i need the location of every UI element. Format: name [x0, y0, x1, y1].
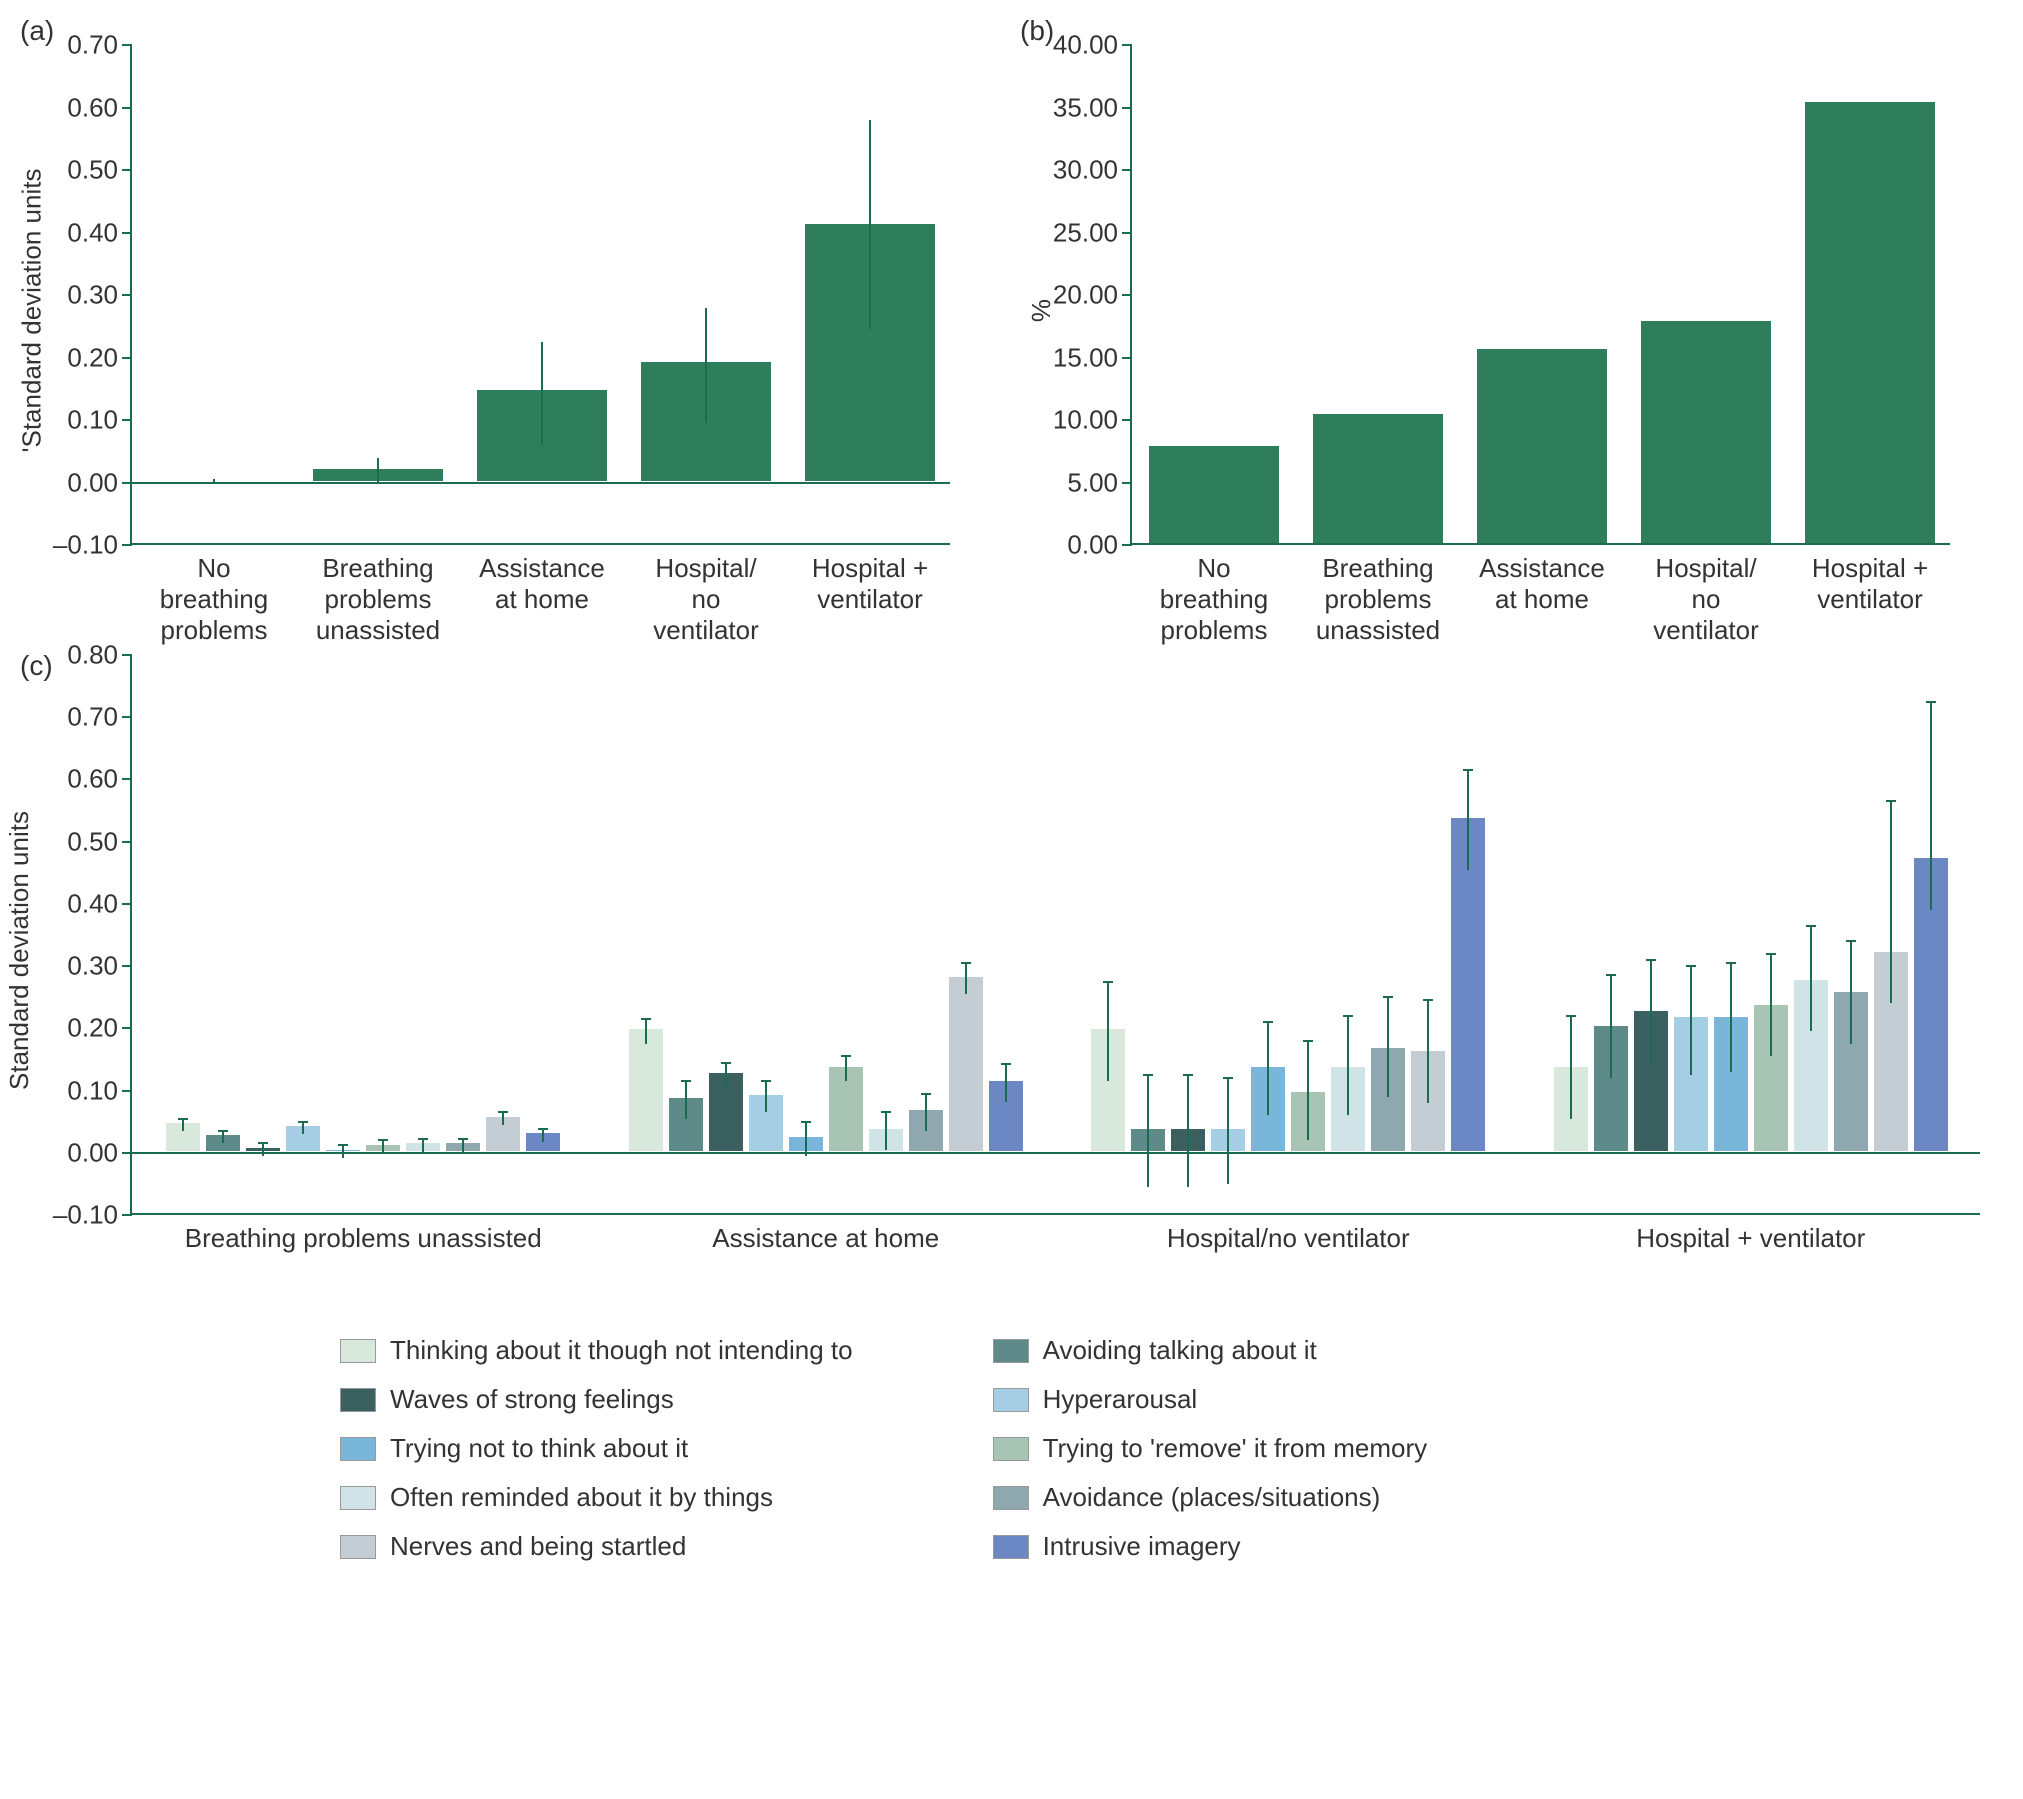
y-tick-label: 5.00: [1067, 467, 1132, 498]
legend-swatch: [993, 1486, 1029, 1510]
legend-item: Waves of strong feelings: [340, 1384, 853, 1415]
legend-swatch: [340, 1437, 376, 1461]
panel-b-plot: 0.005.0010.0015.0020.0025.0030.0035.0040…: [1130, 45, 1950, 545]
y-tick-label: 0.30: [67, 951, 132, 982]
bar: [1805, 102, 1935, 543]
bar: [1477, 349, 1607, 543]
x-tick-label: Hospital/noventilator: [1619, 543, 1793, 647]
y-tick-label: –0.10: [53, 530, 132, 561]
legend-item: Hyperarousal: [993, 1384, 1428, 1415]
legend-label: Often reminded about it by things: [390, 1482, 773, 1513]
x-tick-label: Assistance at home: [605, 1213, 1048, 1254]
y-tick-label: 0.50: [67, 155, 132, 186]
legend-item: Avoidance (places/situations): [993, 1482, 1428, 1513]
legend-item: Often reminded about it by things: [340, 1482, 853, 1513]
y-tick-label: 0.40: [67, 217, 132, 248]
panel-b: (b) % 0.005.0010.0015.0020.0025.0030.003…: [1020, 20, 1980, 545]
y-tick-label: 0.00: [67, 1137, 132, 1168]
legend-item: Nerves and being startled: [340, 1531, 853, 1562]
panel-c-plot: –0.100.000.100.200.300.400.500.600.700.8…: [130, 655, 1980, 1215]
legend-swatch: [993, 1437, 1029, 1461]
legend-swatch: [340, 1486, 376, 1510]
x-tick-label: Hospital/noventilator: [619, 543, 793, 647]
legend-item: Trying to 'remove' it from memory: [993, 1433, 1428, 1464]
legend-item: Thinking about it though not intending t…: [340, 1335, 853, 1366]
legend-label: Waves of strong feelings: [390, 1384, 674, 1415]
x-tick-label: Nobreathingproblems: [127, 543, 301, 647]
legend-label: Thinking about it though not intending t…: [390, 1335, 853, 1366]
y-tick-label: 25.00: [1053, 217, 1132, 248]
legend-label: Trying not to think about it: [390, 1433, 688, 1464]
x-tick-label: Hospital + ventilator: [1530, 1213, 1973, 1254]
x-tick-label: Breathingproblemsunassisted: [1291, 543, 1465, 647]
panel-a: (a) 'Standard deviation units –0.100.000…: [20, 20, 980, 545]
figure-root: (a) 'Standard deviation units –0.100.000…: [20, 20, 2003, 1562]
y-tick-label: 0.20: [67, 1013, 132, 1044]
x-tick-label: Breathingproblemsunassisted: [291, 543, 465, 647]
bar: [949, 977, 983, 1151]
panel-b-chart: % 0.005.0010.0015.0020.0025.0030.0035.00…: [1130, 45, 1980, 545]
y-tick-label: 0.10: [67, 1075, 132, 1106]
y-tick-label: –0.10: [53, 1200, 132, 1231]
y-tick-label: 0.10: [67, 405, 132, 436]
y-tick-label: 0.40: [67, 888, 132, 919]
legend-swatch: [993, 1388, 1029, 1412]
legend-label: Trying to 'remove' it from memory: [1043, 1433, 1428, 1464]
legend-label: Intrusive imagery: [1043, 1531, 1241, 1562]
legend-swatch: [993, 1339, 1029, 1363]
x-tick-label: Assistanceat home: [1455, 543, 1629, 615]
y-tick-label: 0.00: [1067, 530, 1132, 561]
legend-swatch: [993, 1535, 1029, 1559]
panel-a-plot: –0.100.000.100.200.300.400.500.600.70Nob…: [130, 45, 950, 545]
y-tick-label: 0.00: [67, 467, 132, 498]
legend-swatch: [340, 1339, 376, 1363]
x-tick-label: Breathing problems unassisted: [142, 1213, 585, 1254]
y-tick-label: 0.20: [67, 342, 132, 373]
y-tick-label: 0.70: [67, 702, 132, 733]
y-tick-label: 0.50: [67, 826, 132, 857]
panel-a-label: (a): [20, 15, 54, 47]
legend-item: Avoiding talking about it: [993, 1335, 1428, 1366]
legend-swatch: [340, 1535, 376, 1559]
legend-label: Avoidance (places/situations): [1043, 1482, 1381, 1513]
y-tick-label: 35.00: [1053, 92, 1132, 123]
y-tick-label: 0.30: [67, 280, 132, 311]
legend-label: Nerves and being startled: [390, 1531, 686, 1562]
x-tick-label: Assistanceat home: [455, 543, 629, 615]
x-tick-label: Nobreathingproblems: [1127, 543, 1301, 647]
x-tick-label: Hospital/no ventilator: [1067, 1213, 1510, 1254]
y-tick-label: 0.80: [67, 640, 132, 671]
top-row: (a) 'Standard deviation units –0.100.000…: [20, 20, 2003, 545]
legend-item: Trying not to think about it: [340, 1433, 853, 1464]
legend-label: Avoiding talking about it: [1043, 1335, 1317, 1366]
bar: [629, 1029, 663, 1150]
panel-c: (c) Standard deviation units –0.100.000.…: [20, 655, 2003, 1562]
panel-c-ylabel: Standard deviation units: [4, 811, 35, 1090]
x-tick-label: Hospital +ventilator: [783, 543, 957, 615]
y-tick-label: 20.00: [1053, 280, 1132, 311]
bar: [1149, 446, 1279, 544]
y-tick-label: 15.00: [1053, 342, 1132, 373]
panel-a-ylabel: 'Standard deviation units: [16, 169, 47, 453]
bar: [1641, 321, 1771, 544]
y-tick-label: 0.60: [67, 92, 132, 123]
y-tick-label: 0.60: [67, 764, 132, 795]
y-tick-label: 40.00: [1053, 30, 1132, 61]
panel-c-chart: Standard deviation units –0.100.000.100.…: [130, 655, 2003, 1215]
panel-b-label: (b): [1020, 15, 1054, 47]
panel-a-chart: 'Standard deviation units –0.100.000.100…: [130, 45, 980, 545]
legend-item: Intrusive imagery: [993, 1531, 1428, 1562]
legend-swatch: [340, 1388, 376, 1412]
legend-label: Hyperarousal: [1043, 1384, 1198, 1415]
y-tick-label: 0.70: [67, 30, 132, 61]
y-tick-label: 30.00: [1053, 155, 1132, 186]
panel-c-legend: Thinking about it though not intending t…: [340, 1335, 1427, 1562]
y-tick-label: 10.00: [1053, 405, 1132, 436]
x-tick-label: Hospital +ventilator: [1783, 543, 1957, 615]
panel-c-label: (c): [20, 650, 53, 682]
bar: [1313, 414, 1443, 543]
